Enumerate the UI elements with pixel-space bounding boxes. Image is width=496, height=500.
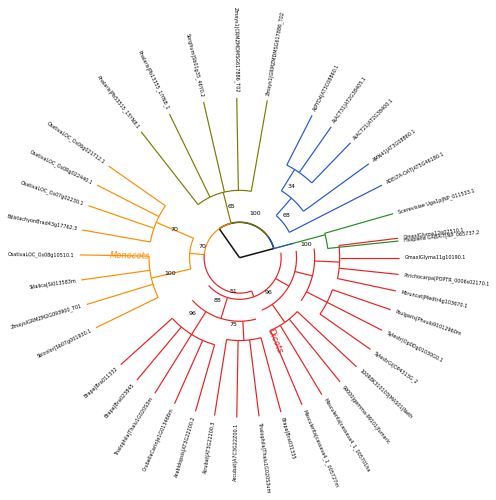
Text: SylestrGi|OP4313G_2: SylestrGi|OP4313G_2: [373, 350, 419, 384]
Text: ZmaysIGRMZM2G093900_T01: ZmaysIGRMZM2G093900_T01: [10, 303, 83, 330]
Text: Dicots: Dicots: [266, 327, 284, 355]
Text: OsativaLOC_Os07g02230.1: OsativaLOC_Os07g02230.1: [20, 180, 85, 206]
Text: Zmays1|GRMZMDMSG617886_T02: Zmays1|GRMZMDMSG617886_T02: [265, 10, 286, 96]
Text: Mesculenta|cassava4_1_005727m: Mesculenta|cassava4_1_005727m: [302, 408, 339, 488]
Text: GmaxIGlyma12p02510.1: GmaxIGlyma12p02510.1: [403, 228, 464, 240]
Text: 96: 96: [265, 290, 273, 295]
Text: Zmays1|CRMZMDMSG617886_T02: Zmays1|CRMZMDMSG617886_T02: [232, 8, 240, 93]
Text: Thalophila|Thalu1G020S3m: Thalophila|Thalu1G020S3m: [114, 396, 155, 457]
Text: 70: 70: [199, 244, 207, 249]
Text: Scerevisiae Uga1p|NP_011533.1: Scerevisiae Uga1p|NP_011533.1: [397, 188, 475, 215]
Text: AtACT21|AT2G38400.1: AtACT21|AT2G38400.1: [352, 97, 395, 141]
Text: 100: 100: [300, 242, 311, 248]
Text: Ptrichocarpa|POPTR_0006s02170.1: Ptrichocarpa|POPTR_0006s02170.1: [403, 272, 490, 287]
Text: 68: 68: [283, 212, 291, 218]
Text: OsativaLOC_Os08g10510.1: OsativaLOC_Os08g10510.1: [8, 251, 75, 258]
Text: Mtruncat|Medtr4g103670.1: Mtruncat|Medtr4g103670.1: [400, 290, 468, 309]
Text: 65: 65: [228, 204, 235, 209]
Text: Brapa|Bra011332: Brapa|Bra011332: [83, 366, 119, 399]
Text: 100: 100: [250, 211, 261, 216]
Text: AtPYD4|AT3C08860.1: AtPYD4|AT3C08860.1: [312, 63, 341, 112]
Text: ADELTA-OAT|AT5G46180.1: ADELTA-OAT|AT5G46180.1: [385, 151, 445, 186]
Text: 100R8K310103|MAS01|Neth: 100R8K310103|MAS01|Neth: [358, 368, 413, 420]
Text: Sbicolor|Sb07g001930.1: Sbicolor|Sb07g001930.1: [36, 328, 93, 359]
Text: 34: 34: [288, 184, 296, 188]
Text: Sorghum|Sb01g35_46Y0.2: Sorghum|Sb01g35_46Y0.2: [185, 32, 205, 98]
Text: 75: 75: [230, 322, 238, 328]
Text: Arabidopsis|AT3G22200.2: Arabidopsis|AT3G22200.2: [174, 416, 197, 478]
Text: 96: 96: [188, 312, 196, 316]
Text: Sitalica|Si013583m: Sitalica|Si013583m: [29, 278, 77, 290]
Text: 88: 88: [214, 298, 222, 303]
Text: Arcubat|A7C3G22Z00.1: Arcubat|A7C3G22Z00.1: [233, 422, 240, 481]
Text: OsativaLOC_Os0Rg022440.1: OsativaLOC_Os0Rg022440.1: [29, 148, 94, 186]
Text: Mesculenta|cassava4_1_005701ha: Mesculenta|cassava4_1_005701ha: [322, 398, 371, 473]
Text: Hsapiens GABA-T|NP_065737.2: Hsapiens GABA-T|NP_065737.2: [403, 230, 480, 243]
Text: OsativaLOC_Os06g021712.1: OsativaLOC_Os06g021712.1: [46, 121, 106, 166]
Text: Brapa|Bra023845: Brapa|Bra023845: [104, 382, 136, 419]
Text: 99000|gemma-99101|fumaric: 99000|gemma-99101|fumaric: [341, 384, 392, 445]
Text: 51: 51: [230, 288, 238, 294]
Text: Thalophila|Thalu1G020S3um: Thalophila|Thalu1G020S3um: [257, 421, 271, 492]
Text: Brapa|Bra031335: Brapa|Bra031335: [280, 416, 296, 460]
Text: Monocots: Monocots: [110, 251, 150, 260]
Text: GmaxIGlyma11g10190.1: GmaxIGlyma11g10190.1: [404, 255, 466, 260]
Text: BdistachyonBrad43g17762.3: BdistachyonBrad43g17762.3: [6, 214, 78, 232]
Text: Sylestr|Op0Dg01030G0.1: Sylestr|Op0Dg01030G0.1: [385, 330, 443, 364]
Text: Phalaris|Pb13355_1IYN8_1: Phalaris|Pb13355_1IYN8_1: [136, 50, 170, 111]
Text: CrubellaCarin|e1G013466m: CrubellaCarin|e1G013466m: [142, 407, 175, 472]
Text: Phalaris|Pb53515_15YN8.1: Phalaris|Pb53515_15YN8.1: [95, 74, 140, 130]
Text: AtACT31|AT2G38405.1: AtACT31|AT2G38405.1: [332, 75, 369, 124]
Text: AMN41|AT3G08860.1: AMN41|AT3G08860.1: [372, 128, 417, 163]
Text: Psulgaris|Phvulo91012960m: Psulgaris|Phvulo91012960m: [394, 309, 462, 336]
Text: Atrubat|AT3G22200.3: Atrubat|AT3G22200.3: [203, 420, 216, 474]
Text: 100: 100: [164, 271, 176, 276]
Text: 70: 70: [170, 228, 178, 232]
